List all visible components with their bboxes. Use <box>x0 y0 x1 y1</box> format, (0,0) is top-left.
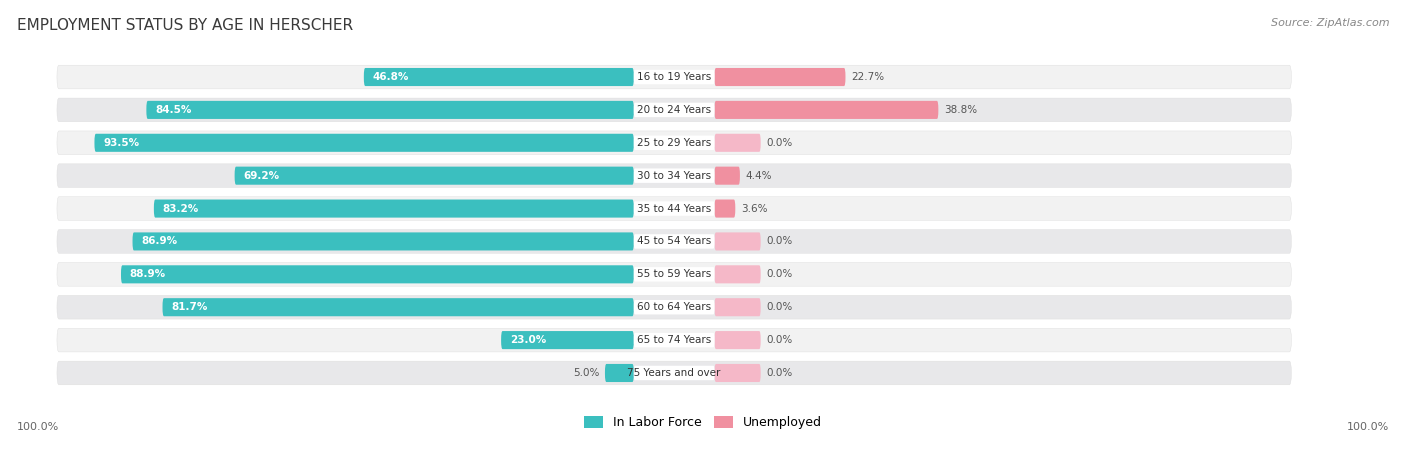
Text: 0.0%: 0.0% <box>766 335 793 345</box>
Text: 20 to 24 Years: 20 to 24 Years <box>637 105 711 115</box>
FancyBboxPatch shape <box>634 333 714 347</box>
FancyBboxPatch shape <box>58 328 1291 352</box>
FancyBboxPatch shape <box>58 361 1291 385</box>
FancyBboxPatch shape <box>58 197 1291 220</box>
Text: 0.0%: 0.0% <box>766 368 793 378</box>
Text: 65 to 74 Years: 65 to 74 Years <box>637 335 711 345</box>
Text: EMPLOYMENT STATUS BY AGE IN HERSCHER: EMPLOYMENT STATUS BY AGE IN HERSCHER <box>17 18 353 33</box>
Text: 0.0%: 0.0% <box>766 138 793 148</box>
FancyBboxPatch shape <box>132 232 634 251</box>
Text: 23.0%: 23.0% <box>510 335 546 345</box>
FancyBboxPatch shape <box>714 266 761 284</box>
FancyBboxPatch shape <box>634 234 714 249</box>
FancyBboxPatch shape <box>94 134 634 152</box>
FancyBboxPatch shape <box>58 131 1291 155</box>
Text: 5.0%: 5.0% <box>572 368 599 378</box>
Text: 84.5%: 84.5% <box>155 105 191 115</box>
FancyBboxPatch shape <box>364 68 634 86</box>
Text: 100.0%: 100.0% <box>17 422 59 432</box>
FancyBboxPatch shape <box>714 331 761 349</box>
FancyBboxPatch shape <box>121 266 634 284</box>
FancyBboxPatch shape <box>58 65 1291 89</box>
FancyBboxPatch shape <box>58 164 1291 188</box>
Text: 88.9%: 88.9% <box>129 270 166 279</box>
FancyBboxPatch shape <box>634 300 714 315</box>
FancyBboxPatch shape <box>714 101 938 119</box>
Text: 55 to 59 Years: 55 to 59 Years <box>637 270 711 279</box>
FancyBboxPatch shape <box>714 166 740 184</box>
Text: 38.8%: 38.8% <box>943 105 977 115</box>
FancyBboxPatch shape <box>58 98 1291 122</box>
FancyBboxPatch shape <box>153 199 634 218</box>
FancyBboxPatch shape <box>714 232 761 251</box>
FancyBboxPatch shape <box>634 135 714 150</box>
Text: 75 Years and over: 75 Years and over <box>627 368 721 378</box>
FancyBboxPatch shape <box>714 298 761 316</box>
FancyBboxPatch shape <box>634 70 714 84</box>
FancyBboxPatch shape <box>235 166 634 184</box>
FancyBboxPatch shape <box>714 68 845 86</box>
Text: 60 to 64 Years: 60 to 64 Years <box>637 302 711 312</box>
Text: 45 to 54 Years: 45 to 54 Years <box>637 236 711 247</box>
Text: 81.7%: 81.7% <box>172 302 208 312</box>
Text: 25 to 29 Years: 25 to 29 Years <box>637 138 711 148</box>
FancyBboxPatch shape <box>634 201 714 216</box>
FancyBboxPatch shape <box>58 262 1291 286</box>
Text: 46.8%: 46.8% <box>373 72 409 82</box>
Text: 0.0%: 0.0% <box>766 302 793 312</box>
Text: 0.0%: 0.0% <box>766 270 793 279</box>
Text: 35 to 44 Years: 35 to 44 Years <box>637 203 711 214</box>
FancyBboxPatch shape <box>714 199 735 218</box>
Text: 3.6%: 3.6% <box>741 203 768 214</box>
Text: 69.2%: 69.2% <box>243 171 280 180</box>
Text: 22.7%: 22.7% <box>851 72 884 82</box>
Text: Source: ZipAtlas.com: Source: ZipAtlas.com <box>1271 18 1389 28</box>
Text: 4.4%: 4.4% <box>745 171 772 180</box>
FancyBboxPatch shape <box>58 230 1291 253</box>
Text: 16 to 19 Years: 16 to 19 Years <box>637 72 711 82</box>
Text: 30 to 34 Years: 30 to 34 Years <box>637 171 711 180</box>
FancyBboxPatch shape <box>634 168 714 183</box>
Text: 100.0%: 100.0% <box>1347 422 1389 432</box>
FancyBboxPatch shape <box>605 364 634 382</box>
FancyBboxPatch shape <box>634 366 714 380</box>
FancyBboxPatch shape <box>634 103 714 117</box>
FancyBboxPatch shape <box>163 298 634 316</box>
FancyBboxPatch shape <box>58 295 1291 319</box>
Text: 93.5%: 93.5% <box>103 138 139 148</box>
FancyBboxPatch shape <box>146 101 634 119</box>
FancyBboxPatch shape <box>634 267 714 282</box>
FancyBboxPatch shape <box>714 134 761 152</box>
Text: 0.0%: 0.0% <box>766 236 793 247</box>
FancyBboxPatch shape <box>501 331 634 349</box>
FancyBboxPatch shape <box>714 364 761 382</box>
Text: 83.2%: 83.2% <box>163 203 198 214</box>
Legend: In Labor Force, Unemployed: In Labor Force, Unemployed <box>579 411 827 434</box>
Text: 86.9%: 86.9% <box>141 236 177 247</box>
